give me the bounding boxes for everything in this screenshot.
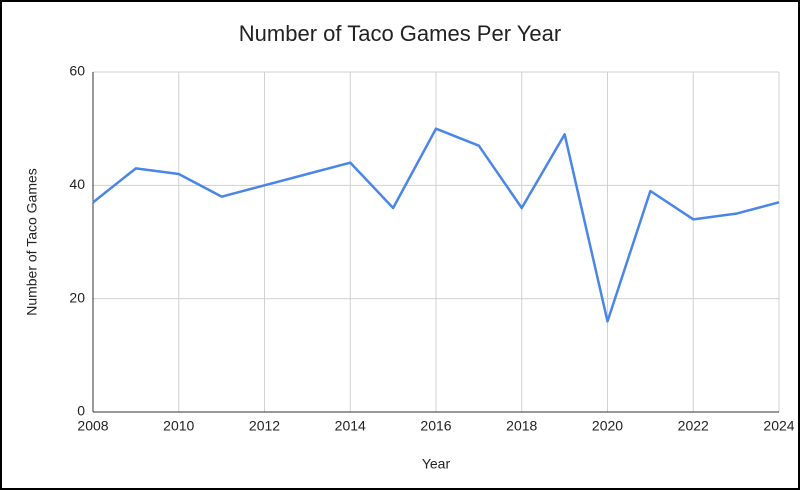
- x-tick-label: 2010: [163, 418, 194, 434]
- y-tick-label: 20: [69, 289, 85, 305]
- x-axis-title: Year: [422, 456, 451, 472]
- y-tick-label: 0: [77, 403, 85, 419]
- data-line: [92, 127, 780, 323]
- chart-title: Number of Taco Games Per Year: [239, 21, 561, 46]
- x-tick-label: 2016: [420, 418, 451, 434]
- x-tick-label: 2022: [678, 418, 709, 434]
- x-tick-label: 2018: [506, 418, 537, 434]
- x-tick-label: 2008: [77, 418, 108, 434]
- y-tick-label: 40: [69, 176, 85, 192]
- x-tick-label: 2020: [592, 418, 623, 434]
- y-tick-label: 60: [69, 63, 85, 79]
- y-axis-title: Number of Taco Games: [24, 168, 40, 316]
- x-tick-label: 2014: [335, 418, 366, 434]
- x-tick-label: 2012: [249, 418, 280, 434]
- x-tick-label: 2024: [763, 418, 794, 434]
